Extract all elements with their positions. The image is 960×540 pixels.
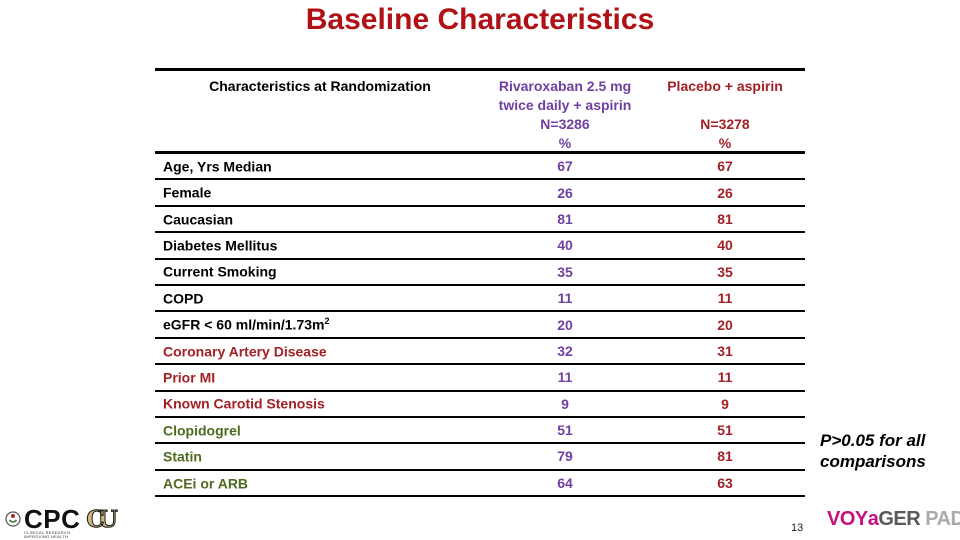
- cpc-logo: CPC CLINICAL RESEARCH IMPROVING HEALTH C…: [5, 504, 118, 539]
- table-row-carotid-stenosis: Known Carotid Stenosis 9 9: [155, 392, 805, 418]
- table-row-age: Age, Yrs Median 67 67: [155, 154, 805, 181]
- table-row-acei-arb: ACEi or ARB 64 63: [155, 471, 805, 498]
- note-line1: P>0.05 for all: [820, 431, 926, 450]
- voyager-pad-logo: VOY a GER PAD: [827, 509, 960, 529]
- cpc-tagline-line2: IMPROVING HEALTH: [24, 534, 69, 539]
- cpc-wordmark: CPC: [24, 504, 81, 534]
- column-header-placebo: Placebo + aspirin N=3278 %: [645, 77, 805, 151]
- table-row-caucasian: Caucasian 81 81: [155, 207, 805, 234]
- table-row-smoking: Current Smoking 35 35: [155, 260, 805, 286]
- voyager-logo-a: a: [867, 508, 879, 530]
- table-row-copd: COPD 11 11: [155, 286, 805, 313]
- cpc-tagline-line1: CLINICAL RESEARCH: [24, 530, 71, 535]
- column-header-rivaroxaban: Rivaroxaban 2.5 mg twice daily + aspirin…: [485, 77, 645, 151]
- placebo-header-line1: Placebo + aspirin: [667, 78, 783, 94]
- table-row-statin: Statin 79 81: [155, 444, 805, 471]
- table-row-egfr: eGFR < 60 ml/min/1.73m2 20 20: [155, 312, 805, 339]
- table-row-cad: Coronary Artery Disease 32 31: [155, 339, 805, 366]
- voyager-logo-ger: GER: [878, 508, 921, 530]
- note-line2: comparisons: [820, 452, 926, 471]
- table-row-clopidogrel: Clopidogrel 51 51: [155, 418, 805, 445]
- university-colorado-logo: CU: [86, 506, 118, 533]
- rivaroxaban-percent-sign: %: [558, 135, 572, 151]
- baseline-characteristics-table: Characteristics at Randomization Rivarox…: [155, 68, 805, 498]
- voyager-logo-pad: PAD: [925, 508, 960, 530]
- rivaroxaban-n: N=3286: [540, 116, 590, 132]
- cpc-emblem-icon: [5, 511, 21, 527]
- column-header-characteristics: Characteristics at Randomization: [209, 78, 431, 94]
- table-row-diabetes: Diabetes Mellitus 40 40: [155, 233, 805, 260]
- header-spacer: [645, 96, 805, 115]
- page-number: 13: [791, 522, 804, 534]
- rivaroxaban-header-line1: Rivaroxaban 2.5 mg: [498, 78, 632, 94]
- placebo-n: N=3278: [700, 116, 750, 132]
- rivaroxaban-header-line2: twice daily + aspirin: [498, 97, 632, 113]
- table-row-female: Female 26 26: [155, 180, 805, 207]
- placebo-percent-sign: %: [718, 135, 732, 151]
- table-header-row: Characteristics at Randomization Rivarox…: [155, 68, 805, 154]
- table-row-prior-mi: Prior MI 11 11: [155, 365, 805, 392]
- slide-title: Baseline Characteristics: [305, 3, 655, 36]
- significance-note: P>0.05 for all comparisons: [820, 430, 955, 472]
- voyager-logo-voy: VOY: [827, 508, 868, 530]
